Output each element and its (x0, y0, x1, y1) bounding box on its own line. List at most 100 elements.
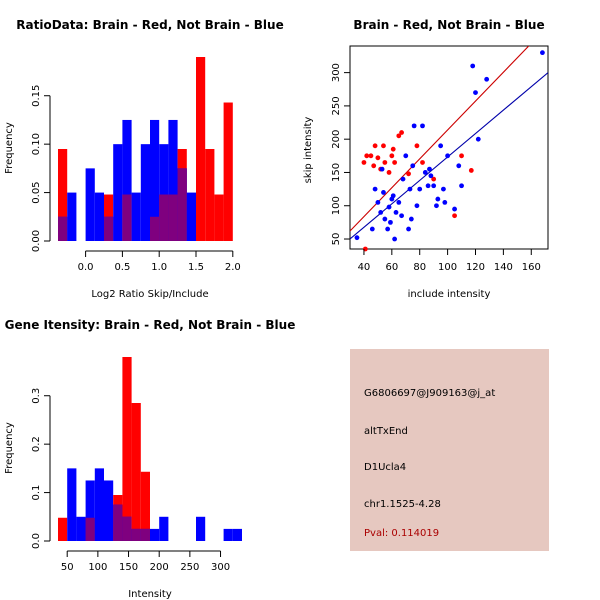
brain-point (382, 160, 388, 165)
brain-point (392, 160, 398, 165)
brain-point (381, 143, 386, 149)
brain-point (361, 160, 367, 165)
not-brain-point (445, 153, 451, 159)
intensity-brain-bar (140, 471, 150, 541)
probe-info-panel: G6806697@J909163@j_at altTxEnd D1Ucla4 c… (350, 349, 549, 551)
scatter-xlabel: include intensity (408, 289, 491, 300)
intensity-overlap-bar (140, 528, 150, 541)
ratio-not-brain-bar (113, 144, 123, 241)
ratio-histogram-panel: RatioData: Brain - Red, Not Brain - Blue… (4, 18, 284, 300)
brain-point (414, 143, 420, 149)
ratio-x-tick-label: 2.0 (225, 262, 241, 273)
scatter-x-tick-label: 60 (385, 262, 398, 273)
intensity-not-brain-bar (232, 528, 242, 541)
not-brain-point (420, 123, 425, 129)
ratio-not-brain-bar (186, 192, 196, 241)
intensity-brain-bar (58, 517, 68, 541)
not-brain-point (407, 186, 413, 192)
scatter-x-tick-label: 140 (494, 262, 513, 273)
intensity-x-tick-label: 200 (150, 562, 169, 573)
intensity-not-brain-bar (150, 528, 160, 541)
brain-point (389, 153, 395, 159)
not-brain-point (390, 193, 396, 199)
not-brain-point (431, 183, 437, 189)
brain-point (364, 153, 370, 159)
scatter-x-tick-label: 40 (358, 262, 371, 273)
not-brain-point (396, 200, 402, 205)
intensity-x-tick-label: 300 (211, 562, 230, 573)
brain-point (399, 130, 404, 135)
not-brain-point (375, 200, 381, 205)
not-brain-point (378, 209, 384, 215)
brain-point (390, 146, 396, 152)
gene-intensity-axes: 50 100 150 200 250 300 0.0 0.1 0.2 0.3 (31, 388, 230, 573)
intensity-not-brain-bar (159, 516, 169, 541)
brain-point (420, 160, 425, 165)
ratio-overlap-bar (104, 216, 114, 241)
intensity-not-brain-bar (223, 528, 233, 541)
intensity-brain-bar (131, 403, 141, 541)
ratio-not-brain-bar (140, 144, 150, 241)
not-brain-point (354, 235, 360, 241)
not-brain-point (435, 196, 441, 202)
location-text: chr1.1525-4.28 (364, 499, 441, 510)
scatter-x-tick-label: 160 (522, 262, 541, 273)
brain-point (372, 143, 378, 149)
not-brain-point (422, 170, 428, 175)
not-brain-point (452, 206, 457, 212)
ratio-y-tick-label: 0.10 (31, 133, 42, 155)
scatter-y-tick-label: 200 (331, 130, 342, 149)
intensity-not-brain-bar (196, 516, 206, 541)
scatter-y-tick-label: 100 (331, 196, 342, 215)
scatter-x-tick-label: 80 (413, 262, 426, 273)
gene-intensity-xlabel: Intensity (128, 589, 172, 600)
scatter-y-tick-label: 50 (331, 233, 342, 246)
scatter-x-tick-label: 120 (466, 262, 485, 273)
brain-point (368, 153, 374, 159)
ratio-brain-bar (205, 149, 215, 241)
not-brain-point (441, 186, 446, 192)
not-brain-point (393, 209, 399, 215)
scatter-fit-lines (350, 46, 548, 240)
not-brain-point (386, 204, 392, 210)
not-brain-point (399, 213, 404, 219)
ratio-overlap-bar (58, 216, 68, 241)
ratio-x-tick-label: 0.5 (114, 262, 130, 273)
not-brain-point (425, 183, 431, 189)
probe-info-background (350, 349, 549, 551)
brain-point (468, 168, 474, 173)
not-brain-point (403, 153, 409, 159)
not-brain-point (434, 203, 439, 209)
brain-point (375, 155, 381, 161)
scatter-x-tick-label: 100 (438, 262, 457, 273)
not-brain-point (400, 176, 406, 182)
not-brain-point (408, 216, 414, 222)
not-brain-point (379, 166, 385, 172)
ratio-x-tick-label: 1.0 (151, 262, 167, 273)
gene-intensity-ylabel: Frequency (4, 422, 15, 474)
ratio-histogram-ylabel: Frequency (4, 122, 15, 174)
ratio-histogram-axes: 0.0 0.5 1.0 1.5 2.0 0.00 0.05 0.10 0.15 (31, 85, 241, 273)
ratio-overlap-bar (159, 194, 169, 241)
brain-point (396, 133, 402, 139)
intensity-x-tick-label: 50 (61, 562, 74, 573)
pval-text: Pval: 0.114019 (364, 528, 439, 539)
intensity-scatter-panel: Brain - Red, Not Brain - Blue 40 60 80 100 1… (303, 18, 549, 300)
intensity-scatter-title: Brain - Red, Not Brain - Blue (353, 18, 544, 32)
not-brain-point (438, 143, 444, 149)
not-brain-point (470, 63, 476, 69)
ratio-x-tick-label: 1.5 (188, 262, 204, 273)
not-brain-point (428, 173, 434, 179)
intensity-y-tick-label: 0.2 (31, 436, 42, 452)
not-brain-point (427, 166, 432, 172)
intensity-x-tick-label: 150 (119, 562, 138, 573)
not-brain-point (442, 200, 448, 205)
scatter-y-tick-label: 250 (331, 96, 342, 115)
brain-point (459, 153, 464, 159)
intensity-not-brain-bar (76, 516, 86, 541)
not-brain-point (414, 203, 420, 209)
intensity-not-brain-bar (67, 468, 77, 541)
intensity-not-brain-bar (85, 480, 95, 541)
ratio-brain-bar (58, 149, 68, 241)
brain-point (452, 213, 457, 219)
